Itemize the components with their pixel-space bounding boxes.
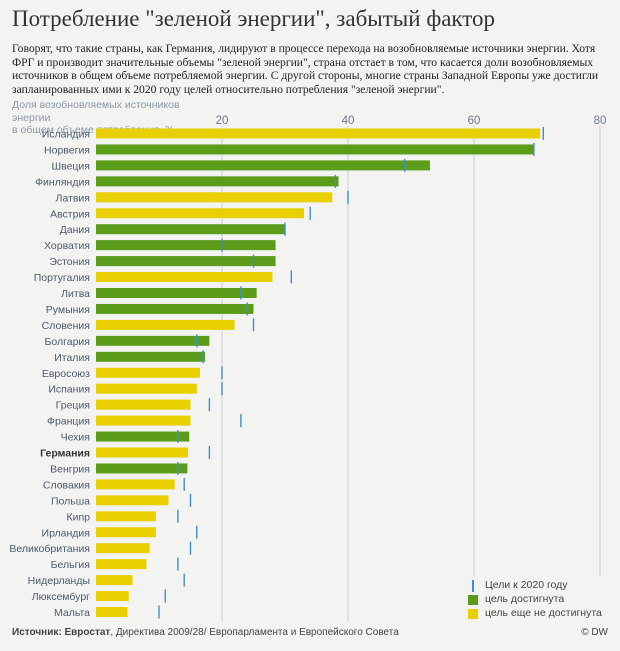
bar xyxy=(96,575,133,586)
bar xyxy=(96,543,150,554)
bar xyxy=(96,192,333,203)
country-label: Латвия xyxy=(56,192,90,204)
yellow-swatch-icon xyxy=(468,609,478,619)
country-label: Великобритания xyxy=(9,543,90,555)
country-label: Литва xyxy=(61,288,90,300)
bar xyxy=(96,256,276,267)
country-label: Франция xyxy=(47,416,90,428)
target-marker-icon xyxy=(468,580,478,592)
bar xyxy=(96,431,190,442)
bar xyxy=(96,240,276,251)
axis-caption-line1: Доля возобновляемых источников энергии xyxy=(12,99,180,124)
source-details: , Директива 2009/28/ Европарламента и Ев… xyxy=(110,627,399,638)
bar xyxy=(96,224,285,235)
bar xyxy=(96,399,191,410)
country-label: Хорватия xyxy=(44,240,90,252)
bar xyxy=(96,128,541,139)
bar xyxy=(96,607,128,617)
country-label: Румыния xyxy=(46,304,90,316)
country-label: Евросоюз xyxy=(42,368,90,380)
page-title: Потребление "зеленой энергии", забытый ф… xyxy=(12,6,496,31)
source-footer: Источник: Евростат, Директива 2009/28/ Е… xyxy=(12,627,608,638)
bar xyxy=(96,479,175,490)
country-label: Австрия xyxy=(50,208,90,220)
bar xyxy=(96,463,188,474)
legend-label-target: Цели к 2020 году xyxy=(485,579,568,591)
source-name: Евростат xyxy=(64,627,111,638)
country-label: Португалия xyxy=(34,272,90,284)
country-label: Ирландия xyxy=(42,527,90,539)
country-label: Венгрия xyxy=(50,463,90,475)
country-label: Бельгия xyxy=(51,559,90,571)
country-label: Эстония xyxy=(49,256,90,268)
country-label: Финляндия xyxy=(35,176,90,188)
country-label: Люксембург xyxy=(32,591,90,603)
country-label: Греция xyxy=(56,400,90,412)
country-label: Словения xyxy=(42,320,90,332)
bar xyxy=(96,319,235,330)
bar xyxy=(96,447,188,458)
bar xyxy=(96,383,197,394)
bar xyxy=(96,351,205,362)
bar xyxy=(96,367,200,378)
x-tick-label: 60 xyxy=(468,115,481,127)
bar xyxy=(96,160,430,171)
country-label: Мальта xyxy=(54,607,90,619)
country-label: Норвегия xyxy=(44,144,90,156)
bar xyxy=(96,176,339,187)
country-label: Нидерланды xyxy=(28,575,90,587)
country-label: Польша xyxy=(51,495,90,507)
x-tick-label: 40 xyxy=(342,115,355,127)
country-label: Дания xyxy=(60,224,90,236)
bar xyxy=(96,559,147,570)
bar xyxy=(96,335,210,346)
country-label: Чехия xyxy=(61,432,90,444)
x-tick-label: 20 xyxy=(216,115,229,127)
bar xyxy=(96,415,191,426)
bar xyxy=(96,303,254,314)
bar xyxy=(96,527,156,538)
legend-label-reached: цель достигнута xyxy=(485,593,565,605)
bar xyxy=(96,144,534,155)
country-label: Германия xyxy=(40,448,90,460)
intro-text: Говорят, что такие страны, как Германия,… xyxy=(12,42,599,96)
bar xyxy=(96,591,129,602)
chart-legend: Цели к 2020 году цель достигнута цель ещ… xyxy=(464,576,616,622)
green-swatch-icon xyxy=(468,595,478,605)
country-label: Испания xyxy=(48,384,90,396)
country-label: Болгария xyxy=(45,336,90,348)
bar xyxy=(96,288,257,298)
country-label: Исландия xyxy=(42,129,90,141)
bar xyxy=(96,495,169,506)
country-label: Кипр xyxy=(66,511,90,523)
copyright: © DW xyxy=(581,627,608,638)
country-label: Швеция xyxy=(52,160,91,172)
bar xyxy=(96,208,304,219)
country-label: Словакия xyxy=(43,479,90,491)
legend-label-not-reached: цель еще не достигнута xyxy=(485,607,602,619)
source-label: Источник: xyxy=(12,627,62,638)
x-tick-label: 80 xyxy=(594,115,607,127)
bar xyxy=(96,272,273,283)
bar xyxy=(96,511,156,522)
country-label: Италия xyxy=(54,352,90,364)
